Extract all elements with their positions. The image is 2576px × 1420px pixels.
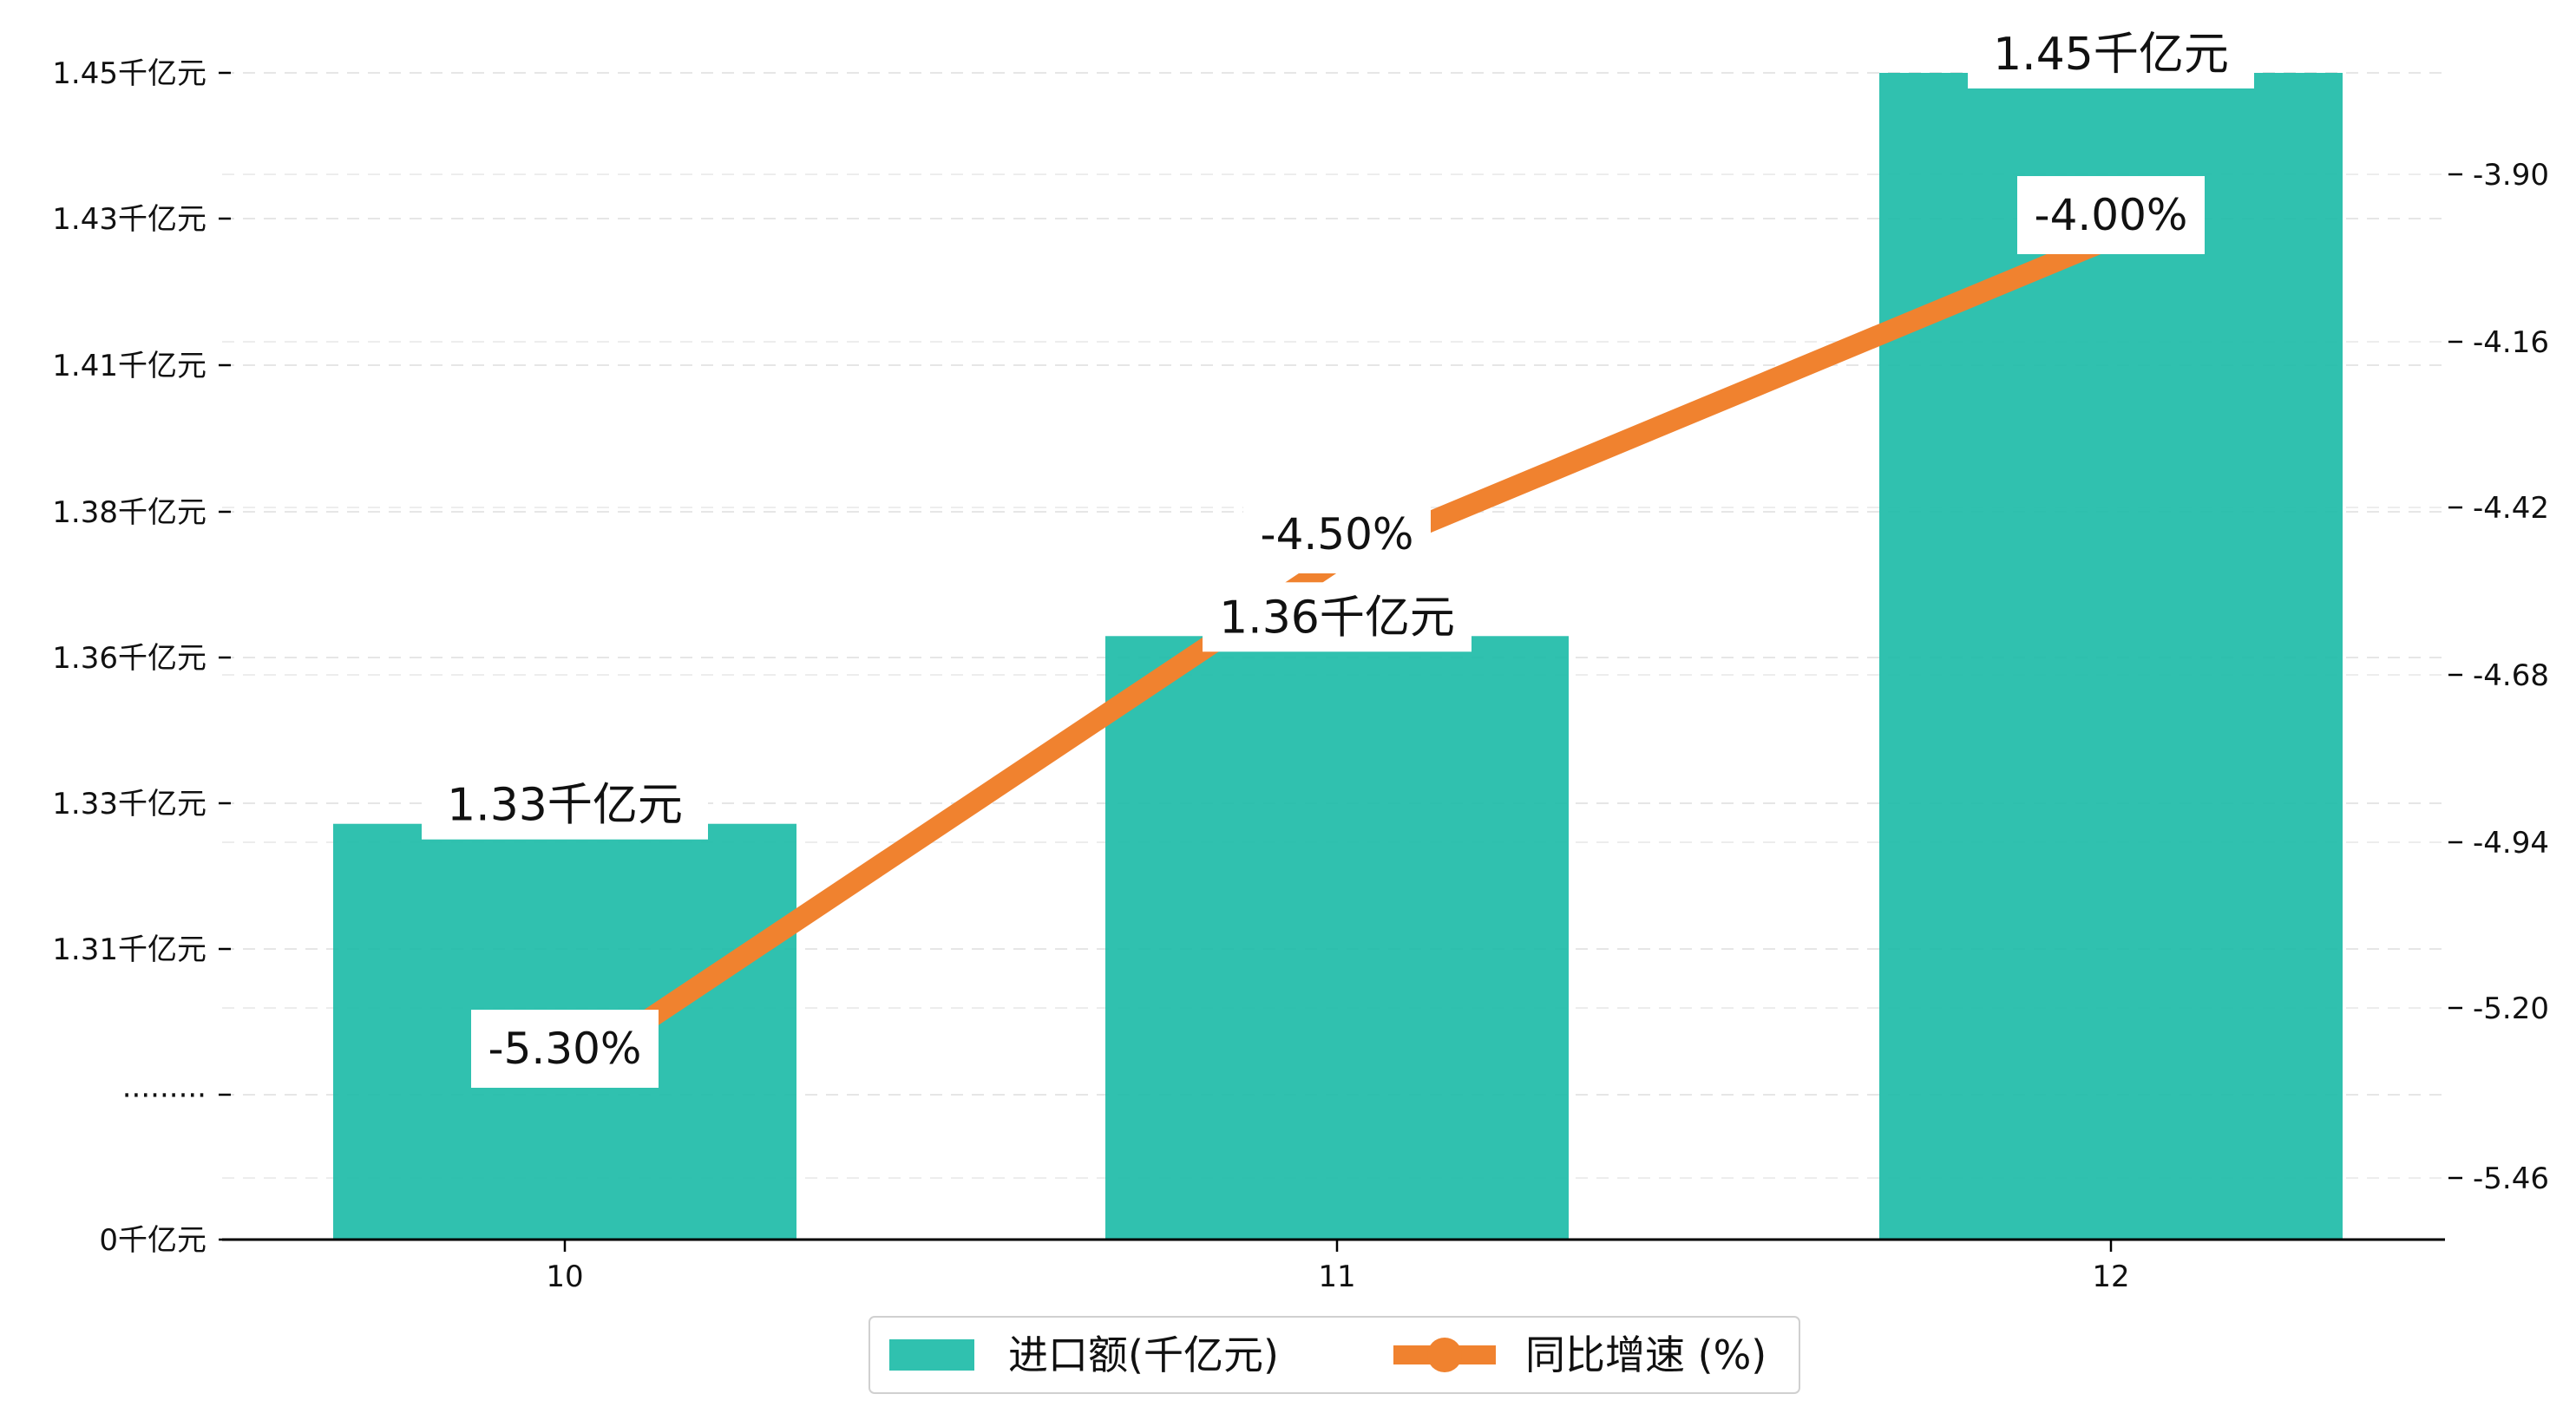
axis-layer: 0千亿元 ········· 1.31千亿元 1.33千亿元 1.36千亿元 1.38千亿…	[52, 56, 2549, 1294]
y-left-tick-label: 1.31千亿元	[52, 932, 206, 967]
legend-layer: 进口额(千亿元) 同比增速 (%)	[868, 1316, 1800, 1394]
legend-label-bar: 进口额(千亿元)	[1008, 1332, 1279, 1378]
growth-value-label: -4.00%	[2035, 190, 2188, 240]
line-label-box	[471, 1010, 659, 1088]
y-left-tick-label: 1.43千亿元	[52, 202, 206, 237]
legend-swatch-bar	[889, 1339, 974, 1371]
x-tick-label: 10	[546, 1260, 583, 1294]
y-left-tick-label: 1.41千亿元	[52, 349, 206, 383]
bar-label-box	[422, 769, 708, 840]
y-right-tick-label: -4.42	[2473, 491, 2549, 526]
y-right-tick-label: -3.90	[2473, 158, 2549, 193]
legend-swatch-marker	[1427, 1338, 1462, 1372]
bar-value-label: 1.45千亿元	[1993, 29, 2229, 81]
y-left-tick-label: 1.33千亿元	[52, 787, 206, 821]
bar-11	[1105, 636, 1569, 1240]
growth-value-label: -4.50%	[1261, 509, 1414, 559]
y-left-tick-label: 1.38千亿元	[52, 495, 206, 530]
bar-value-label: 1.33千亿元	[447, 780, 683, 832]
bar-layer	[333, 73, 2343, 1240]
label-layer: 1.33千亿元 1.36千亿元 1.45千亿元 -5.30% -4.50% -4.00%	[422, 19, 2254, 1088]
growth-value-label: -5.30%	[488, 1024, 642, 1074]
y-left-tick-label: ·········	[122, 1078, 206, 1113]
line-label-box	[1243, 495, 1431, 573]
line-label-box	[2017, 176, 2205, 254]
y-right-tick-label: -5.20	[2473, 991, 2549, 1026]
x-tick-label: 11	[1318, 1260, 1355, 1294]
bar-label-box	[1203, 582, 1472, 652]
bar-label-box	[1968, 19, 2254, 88]
y-right-tick-label: -4.94	[2473, 826, 2549, 861]
y-right-tick-label: -4.68	[2473, 658, 2549, 693]
x-tick-label: 12	[2092, 1260, 2129, 1294]
bar-12	[1879, 73, 2343, 1240]
y-left-tick-label: 0千亿元	[99, 1223, 206, 1258]
y-right-tick-label: -5.46	[2473, 1162, 2549, 1196]
legend-box	[868, 1316, 1800, 1394]
y-left-tick-label: 1.36千亿元	[52, 641, 206, 676]
legend-label-line: 同比增速 (%)	[1525, 1332, 1766, 1378]
y-right-tick-label: -4.16	[2473, 325, 2549, 360]
y-left-tick-label: 1.45千亿元	[52, 56, 206, 91]
bar-value-label: 1.36千亿元	[1219, 592, 1455, 644]
